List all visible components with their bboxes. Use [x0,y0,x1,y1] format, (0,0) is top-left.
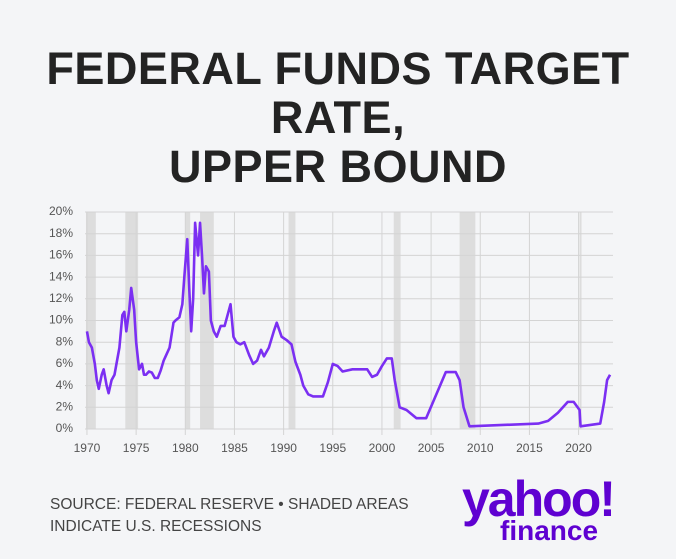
y-tick-label: 12% [49,291,73,305]
x-tick-label: 1990 [270,441,297,455]
x-tick-label: 1995 [319,441,346,455]
x-tick-label: 2010 [467,441,494,455]
y-tick-label: 14% [49,269,73,283]
x-tick-label: 2015 [516,441,543,455]
logo: yahoo! [462,471,616,527]
y-tick-label: 6% [56,356,74,370]
y-tick-label: 20% [49,204,73,218]
x-tick-label: 1970 [74,441,101,455]
rate-line [85,221,612,428]
x-tick-label: 1975 [123,441,150,455]
x-tick-label: 2020 [565,441,592,455]
y-tick-label: 16% [49,248,73,262]
logo-sub: finance [500,515,599,546]
y-tick-label: 8% [56,334,74,348]
y-tick-label: 4% [56,378,74,392]
x-tick-label: 1980 [172,441,199,455]
y-tick-label: 0% [56,421,74,435]
x-tick-label: 2005 [418,441,445,455]
x-tick-label: 2000 [369,441,396,455]
y-tick-label: 10% [49,313,73,327]
chart-title: FEDERAL FUNDS TARGET RATE, UPPER BOUND [46,43,630,192]
y-tick-label: 2% [56,399,74,413]
source-note: SOURCE: FEDERAL RESERVE • SHADED AREAS I… [50,496,409,535]
y-tick-label: 18% [49,226,73,240]
x-tick-label: 1985 [221,441,248,455]
